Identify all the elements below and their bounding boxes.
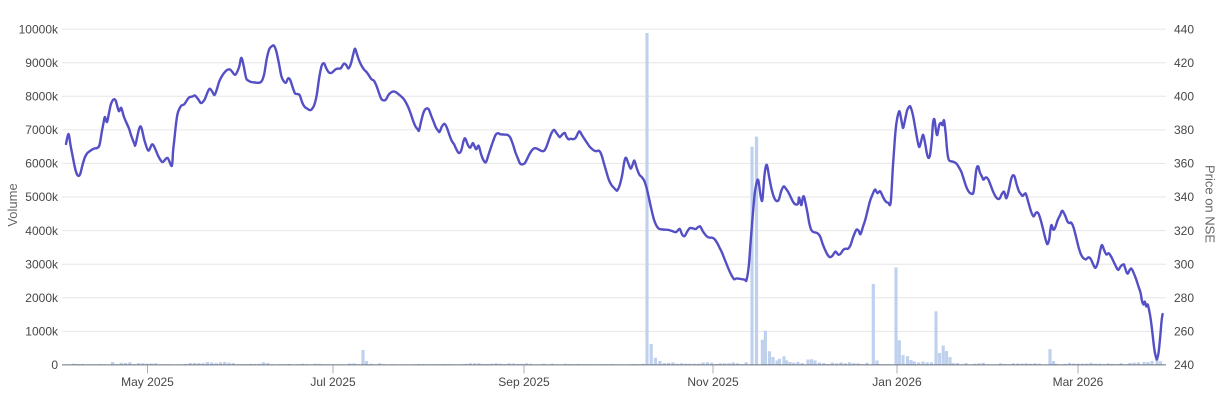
svg-text:440: 440 [1174, 22, 1194, 36]
svg-text:4000k: 4000k [25, 224, 59, 238]
svg-text:6000k: 6000k [25, 157, 59, 171]
svg-text:Jan 2026: Jan 2026 [872, 375, 922, 389]
svg-text:7000k: 7000k [25, 123, 59, 137]
svg-text:400: 400 [1174, 90, 1194, 104]
svg-text:1000k: 1000k [25, 325, 59, 339]
svg-text:0: 0 [51, 358, 58, 372]
svg-text:9000k: 9000k [25, 56, 59, 70]
svg-text:Mar 2026: Mar 2026 [1053, 375, 1104, 389]
svg-text:360: 360 [1174, 157, 1194, 171]
svg-text:340: 340 [1174, 190, 1194, 204]
svg-text:280: 280 [1174, 291, 1194, 305]
svg-text:Price on NSE: Price on NSE [1203, 165, 1218, 243]
svg-text:3000k: 3000k [25, 257, 59, 271]
svg-text:Nov 2025: Nov 2025 [687, 375, 739, 389]
svg-text:320: 320 [1174, 224, 1194, 238]
svg-text:420: 420 [1174, 56, 1194, 70]
svg-text:Sep 2025: Sep 2025 [498, 375, 550, 389]
svg-text:May 2025: May 2025 [121, 375, 174, 389]
svg-text:10000k: 10000k [19, 22, 59, 36]
svg-text:380: 380 [1174, 123, 1194, 137]
svg-text:260: 260 [1174, 325, 1194, 339]
svg-text:240: 240 [1174, 358, 1194, 372]
svg-text:Volume: Volume [5, 183, 20, 226]
svg-text:300: 300 [1174, 257, 1194, 271]
svg-text:2000k: 2000k [25, 291, 59, 305]
svg-text:5000k: 5000k [25, 190, 59, 204]
svg-text:Jul 2025: Jul 2025 [310, 375, 356, 389]
svg-text:8000k: 8000k [25, 90, 59, 104]
